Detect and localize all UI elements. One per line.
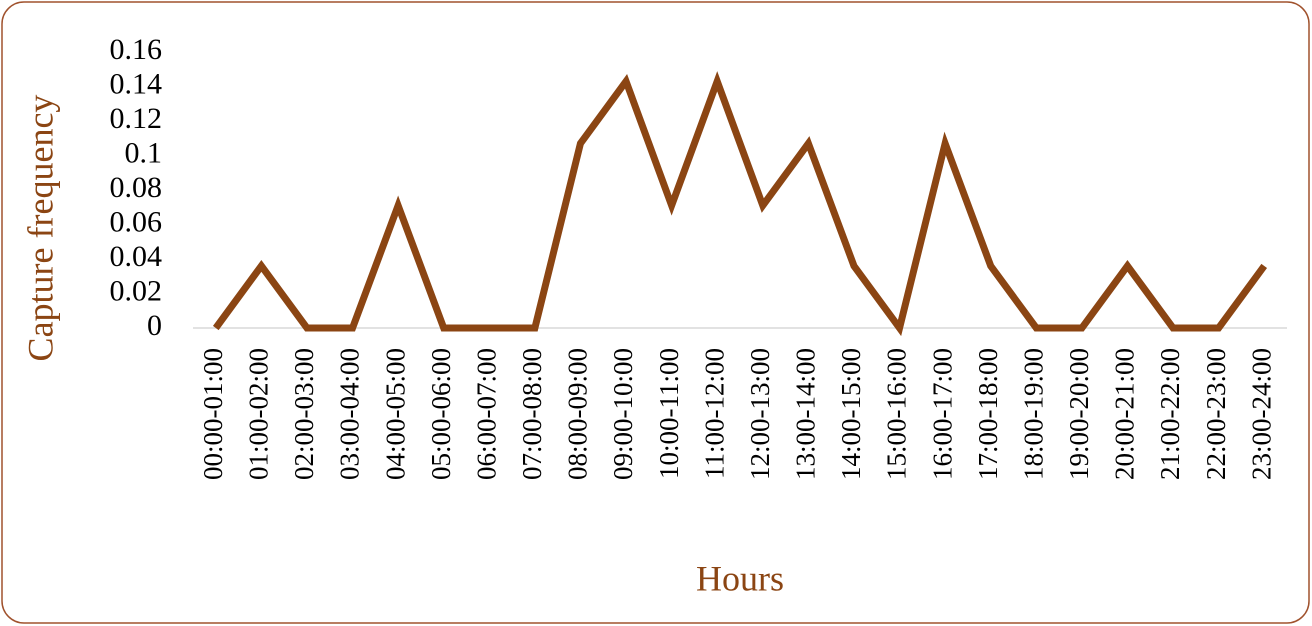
y-tick-label: 0 xyxy=(147,309,162,342)
x-tick-label: 12:00-13:00 xyxy=(745,348,775,480)
data-line xyxy=(212,71,1268,337)
x-tick-label: 01:00-02:00 xyxy=(244,348,274,480)
x-tick-label: 23:00-24:00 xyxy=(1246,348,1276,480)
y-tick-label: 0.1 xyxy=(125,136,163,169)
x-tick-label: 02:00-03:00 xyxy=(289,348,319,480)
y-tick-label: 0.08 xyxy=(110,171,163,204)
y-tick-label: 0.04 xyxy=(110,240,163,273)
x-tick-label: 00:00-01:00 xyxy=(198,348,228,480)
x-tick-label: 19:00-20:00 xyxy=(1064,348,1094,480)
x-tick-label: 08:00-09:00 xyxy=(563,348,593,480)
x-tick-label: 14:00-15:00 xyxy=(836,348,866,480)
x-tick-label: 21:00-22:00 xyxy=(1155,348,1185,480)
x-tick-label: 22:00-23:00 xyxy=(1201,348,1231,480)
x-tick-label: 07:00-08:00 xyxy=(517,348,547,480)
y-tick-label: 0.02 xyxy=(110,274,163,307)
x-tick-label: 05:00-06:00 xyxy=(426,348,456,480)
x-tick-label: 09:00-10:00 xyxy=(608,348,638,480)
x-tick-label: 16:00-17:00 xyxy=(927,348,957,480)
y-tick-label: 0.16 xyxy=(110,33,163,66)
y-tick-label: 0.06 xyxy=(110,205,163,238)
x-tick-label: 18:00-19:00 xyxy=(1018,348,1048,480)
x-tick-label: 15:00-16:00 xyxy=(882,348,912,480)
x-tick-label: 20:00-21:00 xyxy=(1110,348,1140,480)
x-tick-label: 17:00-18:00 xyxy=(973,348,1003,480)
y-axis-title: Capture frequency xyxy=(20,95,60,362)
y-tick-label: 0.14 xyxy=(110,67,163,100)
x-tick-label: 06:00-07:00 xyxy=(471,348,501,480)
y-tick-label: 0.12 xyxy=(110,102,163,135)
x-tick-label: 10:00-11:00 xyxy=(654,348,684,479)
x-tick-label: 03:00-04:00 xyxy=(335,348,365,480)
x-tick-label: 11:00-12:00 xyxy=(699,348,729,479)
x-tick-label: 13:00-14:00 xyxy=(791,348,821,480)
x-axis-title: Hours xyxy=(696,558,784,598)
x-tick-label: 04:00-05:00 xyxy=(380,348,410,480)
